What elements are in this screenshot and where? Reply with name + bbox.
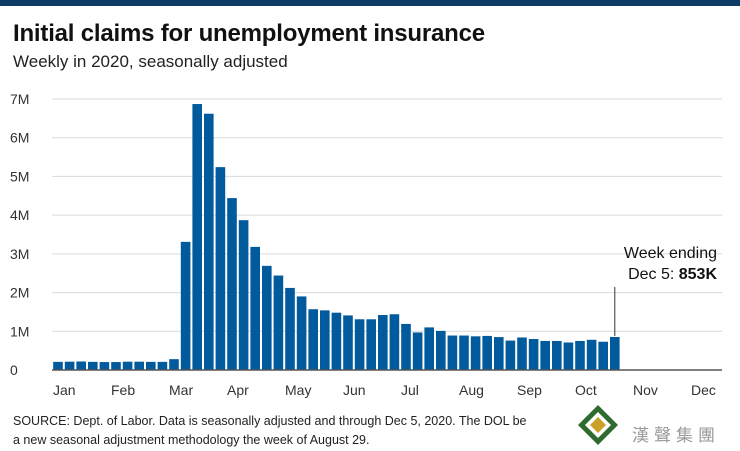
source-line-2: a new seasonal adjustment methodology th… (13, 433, 370, 447)
watermark-logo-icon (576, 401, 740, 451)
x-tick-label: May (285, 382, 311, 398)
x-tick-label: Mar (169, 382, 193, 398)
chart-title: Initial claims for unemployment insuranc… (13, 20, 485, 47)
bar (528, 339, 539, 370)
bar (598, 341, 608, 370)
y-tick-label: 6M (10, 130, 29, 146)
x-tick-label: Oct (575, 382, 597, 398)
bar-chart: 0 1M 2M 3M 4M 5M 6M 7M Jan Feb Mar Apr May Jun Jul Aug… (10, 91, 722, 398)
bar (308, 309, 318, 370)
bar (424, 327, 434, 370)
bar (146, 361, 156, 370)
bar (285, 287, 295, 370)
y-tick-label: 7M (10, 91, 29, 107)
gridlines (52, 98, 722, 332)
bar (401, 323, 411, 370)
bar (505, 340, 516, 370)
x-axis-labels: Jan Feb Mar Apr May Jun Jul Aug Sep Oct Nov Dec (53, 382, 716, 398)
bar (331, 312, 342, 370)
bar (157, 361, 168, 370)
x-tick-label: Sep (517, 382, 542, 398)
bar (204, 113, 214, 371)
bar (296, 296, 307, 370)
bar (459, 335, 469, 370)
x-tick-label: Aug (459, 382, 484, 398)
bar (88, 361, 98, 370)
y-tick-label: 4M (10, 207, 29, 223)
bars (53, 104, 620, 371)
bar (610, 336, 620, 370)
bar (238, 220, 249, 370)
bar (540, 340, 550, 370)
annotation-prefix: Dec 5: (628, 266, 679, 283)
x-tick-label: Jul (401, 382, 419, 398)
bar (412, 332, 423, 370)
bar (436, 330, 446, 370)
x-tick-label: Nov (633, 382, 658, 398)
annotation-line2: Dec 5: 853K (628, 266, 717, 283)
source-line-1: SOURCE: Dept. of Labor. Data is seasonal… (13, 414, 527, 428)
source-note: SOURCE: Dept. of Labor. Data is seasonal… (13, 412, 613, 450)
bar (552, 340, 562, 370)
bar (366, 319, 376, 370)
y-tick-label: 2M (10, 285, 29, 301)
watermark-text: 漢聲集團 (632, 426, 720, 446)
bar (378, 315, 388, 370)
y-axis-labels: 0 1M 2M 3M 4M 5M 6M 7M (10, 91, 29, 378)
bar (227, 198, 237, 370)
x-tick-label: Jan (53, 382, 76, 398)
bar (64, 361, 75, 370)
bar (180, 241, 191, 370)
annotation-line1: Week ending (624, 245, 717, 262)
bar (99, 362, 110, 370)
bar (447, 335, 458, 370)
bar (470, 336, 481, 370)
bar (53, 361, 63, 370)
bar (575, 340, 585, 370)
latest-value-annotation: Week ending Dec 5: 853K (614, 245, 717, 336)
x-tick-label: Feb (111, 382, 135, 398)
x-tick-label: Jun (343, 382, 366, 398)
bar (192, 104, 202, 370)
bar (482, 335, 492, 370)
bar (320, 310, 330, 370)
bar (250, 246, 260, 370)
chart-subtitle: Weekly in 2020, seasonally adjusted (13, 52, 288, 71)
bar (273, 275, 284, 370)
y-tick-label: 5M (10, 168, 29, 184)
y-tick-label: 3M (10, 246, 29, 262)
bar (563, 342, 574, 370)
bar (389, 314, 400, 370)
bar (122, 361, 133, 370)
y-tick-label: 0 (10, 362, 18, 378)
x-tick-label: Dec (691, 382, 716, 398)
bar (262, 265, 272, 370)
bar (215, 167, 226, 370)
top-accent-bar (0, 0, 740, 6)
bar (354, 319, 365, 370)
annotation-value: 853K (679, 266, 718, 283)
bar (111, 362, 121, 370)
bar (169, 359, 179, 370)
bar (134, 361, 144, 370)
y-tick-label: 1M (10, 323, 29, 339)
bar (517, 337, 527, 370)
x-tick-label: Apr (227, 382, 249, 398)
bar (586, 339, 597, 370)
bar (76, 361, 86, 370)
bar (494, 337, 504, 370)
bar (343, 315, 353, 370)
